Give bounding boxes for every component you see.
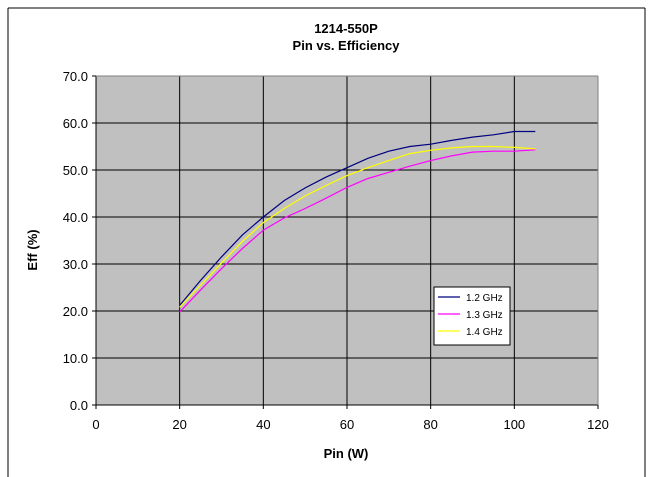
- chart-subtitle: Pin vs. Efficiency: [293, 38, 401, 53]
- y-tick-label: 20.0: [63, 304, 88, 319]
- y-tick-label: 10.0: [63, 351, 88, 366]
- y-tick-label: 60.0: [63, 116, 88, 131]
- legend: 1.2 GHz 1.3 GHz 1.4 GHz: [433, 286, 511, 346]
- series-line-1-4-ghz: [179, 145, 536, 308]
- legend-label: 1.2 GHz: [466, 293, 503, 304]
- y-tick-label: 70.0: [63, 69, 88, 84]
- x-tick-label: 0: [92, 417, 99, 432]
- y-tick-label: 30.0: [63, 257, 88, 272]
- series-line-1-2-ghz: [179, 130, 536, 306]
- x-tick-label: 20: [172, 417, 186, 432]
- y-tick-label: 50.0: [63, 163, 88, 178]
- x-axis-label: Pin (W): [324, 446, 369, 461]
- legend-label: 1.3 GHz: [466, 310, 503, 321]
- y-axis-ticks: 0.0 10.0 20.0 30.0 40.0 50.0 60.0 70.0: [63, 69, 96, 413]
- y-axis-label: Eff (%): [25, 229, 40, 270]
- series-lines: [179, 130, 536, 313]
- series-line-1-3-ghz: [179, 149, 536, 313]
- x-tick-label: 40: [256, 417, 270, 432]
- x-tick-label: 100: [503, 417, 525, 432]
- chart-title: 1214-550P: [314, 21, 378, 36]
- x-tick-label: 80: [423, 417, 437, 432]
- x-axis-ticks: 0 20 40 60 80 100 120: [92, 405, 609, 432]
- x-tick-label: 120: [587, 417, 609, 432]
- y-tick-label: 0.0: [70, 398, 88, 413]
- y-tick-label: 40.0: [63, 210, 88, 225]
- legend-label: 1.4 GHz: [466, 327, 503, 338]
- x-tick-label: 60: [340, 417, 354, 432]
